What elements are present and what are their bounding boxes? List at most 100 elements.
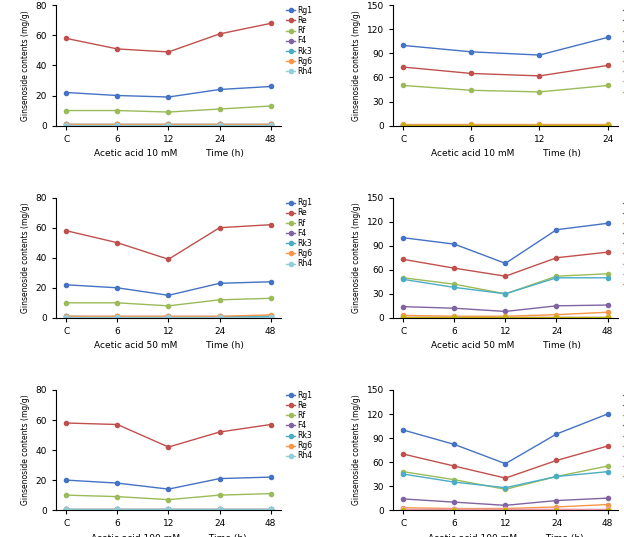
Line: Rg6: Rg6 xyxy=(64,122,273,126)
F4 xyxy=(216,313,223,320)
Rd xyxy=(399,471,407,477)
Rb1 xyxy=(399,235,407,241)
Rg1 xyxy=(62,89,70,96)
Rk3 xyxy=(216,314,223,321)
Rk3 xyxy=(165,314,172,321)
Line: Rg3(r): Rg3(r) xyxy=(401,507,610,511)
Rg5 xyxy=(399,314,407,321)
Line: Re: Re xyxy=(64,21,273,54)
Rk1 xyxy=(604,314,612,320)
Rf xyxy=(62,300,70,306)
Rk1 xyxy=(399,121,407,128)
Rg3(r) xyxy=(604,121,612,128)
Rk1 xyxy=(451,314,458,320)
Re xyxy=(267,20,275,27)
Rg1 xyxy=(267,279,275,285)
Rc xyxy=(553,255,560,261)
Rc xyxy=(399,64,407,70)
Rg6 xyxy=(114,121,121,127)
Line: Rd: Rd xyxy=(401,275,610,296)
F4 xyxy=(165,121,172,127)
Line: F4: F4 xyxy=(64,506,273,511)
Line: Rb1: Rb1 xyxy=(401,412,610,466)
Line: Rk3: Rk3 xyxy=(64,506,273,511)
Rh4 xyxy=(114,121,121,128)
Line: Rk3: Rk3 xyxy=(64,122,273,126)
Line: Rk1: Rk1 xyxy=(401,315,610,319)
Line: Rg3(s): Rg3(s) xyxy=(401,310,610,318)
F4 xyxy=(62,313,70,320)
Rk3 xyxy=(267,121,275,127)
Legend: Rb1, Rc, Rb2, Rb3, Rd, Rg3(s), Rg3(r), Rk1, Rg5: Rb1, Rc, Rb2, Rb3, Rd, Rg3(s), Rg3(r), R… xyxy=(620,195,624,292)
Rb1 xyxy=(553,431,560,437)
F4 xyxy=(267,505,275,512)
Rg1 xyxy=(216,86,223,93)
Rg5 xyxy=(399,506,407,513)
Rk1 xyxy=(604,121,612,128)
Rb1 xyxy=(399,42,407,49)
F4 xyxy=(216,121,223,127)
Line: Rb3: Rb3 xyxy=(401,496,610,507)
Rk3 xyxy=(165,505,172,512)
Rk1 xyxy=(536,121,544,128)
F4 xyxy=(267,313,275,320)
Rg6 xyxy=(267,121,275,127)
X-axis label: Acetic acid 100 mM          Time (h): Acetic acid 100 mM Time (h) xyxy=(427,534,583,537)
Rf xyxy=(114,494,121,500)
Rg1 xyxy=(62,477,70,483)
Y-axis label: Ginsenoside contents (mg/g): Ginsenoside contents (mg/g) xyxy=(21,10,30,121)
Rb3 xyxy=(502,502,509,509)
Rc xyxy=(553,457,560,463)
Rb2 xyxy=(399,82,407,89)
Rc xyxy=(467,70,475,77)
Rg1 xyxy=(114,480,121,487)
Rb3 xyxy=(604,302,612,308)
F4 xyxy=(216,505,223,512)
Rg3(s) xyxy=(604,309,612,315)
Rk3 xyxy=(467,121,475,128)
Fd xyxy=(536,121,544,128)
Y-axis label: Ginsenoside contents (mg/g): Ginsenoside contents (mg/g) xyxy=(353,395,361,505)
Rh4 xyxy=(114,314,121,321)
Rk1 xyxy=(467,121,475,128)
Rg5 xyxy=(536,122,544,128)
Line: Rc: Rc xyxy=(401,63,610,78)
Rk3 xyxy=(114,121,121,127)
Rb2 xyxy=(399,468,407,475)
Line: Rk1: Rk1 xyxy=(401,507,610,511)
Line: Fd: Fd xyxy=(401,122,610,127)
Rg6 xyxy=(216,121,223,127)
Line: F4: F4 xyxy=(64,314,273,318)
Rk3 xyxy=(604,121,612,128)
Re xyxy=(165,49,172,55)
Rg3(s) xyxy=(604,121,612,127)
Re xyxy=(114,422,121,428)
Legend: Rb1, Rc, Rb2, Fd, Rk3, Rg3(s), Rg3(r), Rk1, Rg5: Rb1, Rc, Rb2, Fd, Rk3, Rg3(s), Rg3(r), R… xyxy=(620,3,624,99)
Rh4 xyxy=(165,121,172,128)
Rf xyxy=(165,496,172,503)
Rg3(r) xyxy=(604,506,612,513)
Rd xyxy=(553,473,560,480)
Rg3(s) xyxy=(451,505,458,512)
Rb1 xyxy=(451,241,458,248)
Re xyxy=(114,240,121,246)
Line: Re: Re xyxy=(64,223,273,262)
Rb3 xyxy=(399,496,407,502)
Line: Rg1: Rg1 xyxy=(64,475,273,491)
Line: Rg1: Rg1 xyxy=(64,84,273,99)
Rf xyxy=(216,492,223,498)
Rg5 xyxy=(604,314,612,321)
F4 xyxy=(267,121,275,127)
X-axis label: Acetic acid 10 mM          Time (h): Acetic acid 10 mM Time (h) xyxy=(431,149,580,158)
F4 xyxy=(165,313,172,320)
Y-axis label: Ginsenoside contents (mg/g): Ginsenoside contents (mg/g) xyxy=(353,10,361,121)
Rk1 xyxy=(553,506,560,513)
Re xyxy=(62,35,70,42)
Rf xyxy=(114,300,121,306)
Rg3(r) xyxy=(399,121,407,128)
Rg5 xyxy=(553,314,560,321)
Line: Rg3(s): Rg3(s) xyxy=(401,503,610,511)
Rg3(r) xyxy=(502,314,509,320)
Rg6 xyxy=(114,505,121,512)
Line: Rh4: Rh4 xyxy=(64,123,273,127)
